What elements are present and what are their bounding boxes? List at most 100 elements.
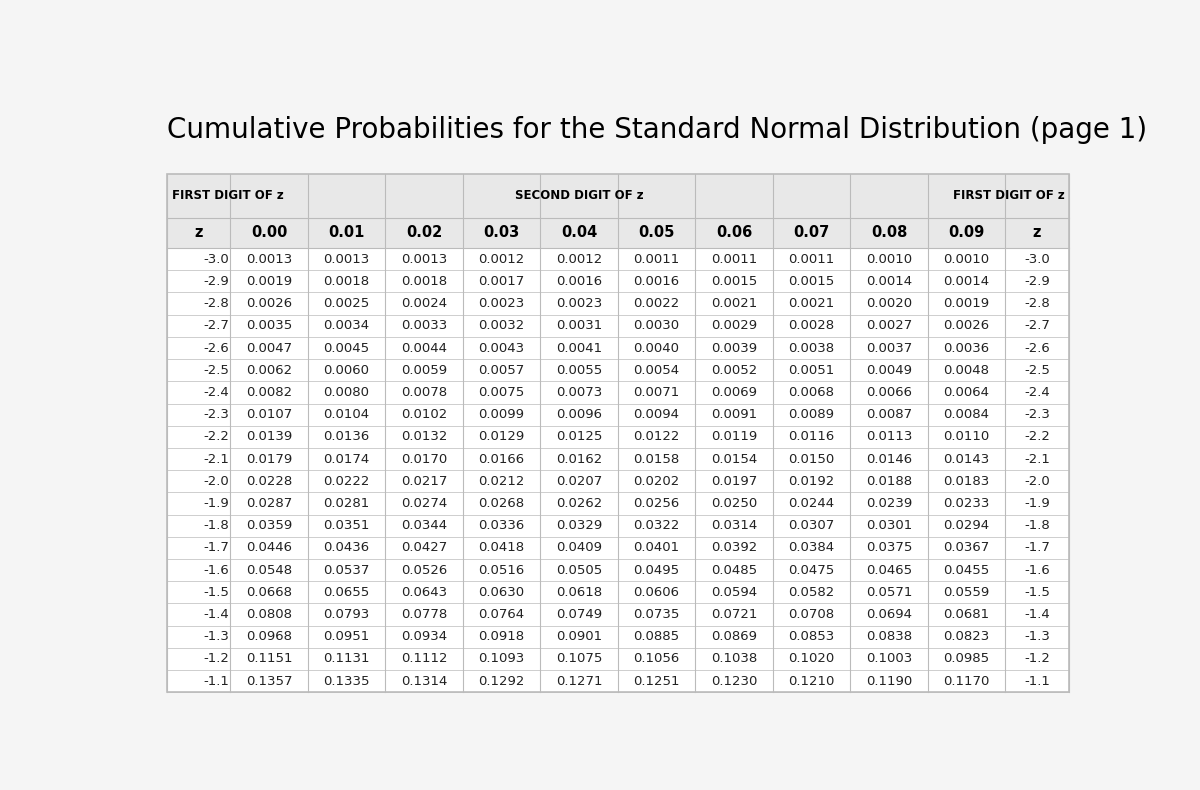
Text: 0.0032: 0.0032 [479, 319, 524, 333]
Text: 0.0708: 0.0708 [788, 608, 835, 621]
Bar [167, 581, 1069, 604]
Text: 0.0091: 0.0091 [710, 408, 757, 421]
Text: 0.0021: 0.0021 [710, 297, 757, 310]
Text: 0.0212: 0.0212 [479, 475, 524, 487]
Text: 0.0059: 0.0059 [401, 363, 448, 377]
Text: 0.0021: 0.0021 [788, 297, 835, 310]
Text: 0.0129: 0.0129 [479, 431, 524, 443]
Text: 0.0049: 0.0049 [866, 363, 912, 377]
Text: -2.7: -2.7 [1024, 319, 1050, 333]
Bar [167, 314, 1069, 337]
Text: 0.0183: 0.0183 [943, 475, 990, 487]
Text: 0.0011: 0.0011 [788, 253, 835, 265]
Text: 0.07: 0.07 [793, 225, 829, 240]
Text: 0.0028: 0.0028 [788, 319, 835, 333]
Bar [167, 470, 1069, 492]
Text: -2.3: -2.3 [203, 408, 229, 421]
Text: 0.0250: 0.0250 [710, 497, 757, 510]
Text: 0.0026: 0.0026 [943, 319, 990, 333]
Text: 0.0084: 0.0084 [943, 408, 990, 421]
Text: -2.5: -2.5 [203, 363, 229, 377]
Text: 0.0080: 0.0080 [324, 386, 370, 399]
Text: 0.0158: 0.0158 [634, 453, 679, 465]
Text: 0.0162: 0.0162 [556, 453, 602, 465]
Bar [167, 248, 1069, 270]
Text: 0.0344: 0.0344 [401, 519, 448, 532]
Text: -2.5: -2.5 [1024, 363, 1050, 377]
Text: 0.0179: 0.0179 [246, 453, 292, 465]
Text: 0.0749: 0.0749 [556, 608, 602, 621]
Text: -1.3: -1.3 [203, 630, 229, 643]
Text: -3.0: -3.0 [1025, 253, 1050, 265]
Text: 0.0143: 0.0143 [943, 453, 990, 465]
Text: 0.0024: 0.0024 [401, 297, 448, 310]
Text: 0.1038: 0.1038 [710, 653, 757, 665]
Text: -2.4: -2.4 [203, 386, 229, 399]
Text: 0.0068: 0.0068 [788, 386, 834, 399]
Text: 0.0020: 0.0020 [866, 297, 912, 310]
Text: 0.0066: 0.0066 [866, 386, 912, 399]
Text: 0.0132: 0.0132 [401, 431, 448, 443]
Text: 0.0694: 0.0694 [866, 608, 912, 621]
Text: -2.7: -2.7 [203, 319, 229, 333]
Text: 0.0256: 0.0256 [634, 497, 679, 510]
Text: 0.0023: 0.0023 [479, 297, 524, 310]
Text: 0.1112: 0.1112 [401, 653, 448, 665]
Text: 0.0029: 0.0029 [710, 319, 757, 333]
Text: 0.1003: 0.1003 [866, 653, 912, 665]
Text: 0.0017: 0.0017 [479, 275, 524, 288]
Text: 0.0516: 0.0516 [479, 563, 524, 577]
Text: -2.9: -2.9 [203, 275, 229, 288]
Text: 0.0329: 0.0329 [556, 519, 602, 532]
Text: 0.0281: 0.0281 [323, 497, 370, 510]
Text: 0.0055: 0.0055 [556, 363, 602, 377]
Text: 0.0401: 0.0401 [634, 541, 679, 555]
Text: 0.0188: 0.0188 [866, 475, 912, 487]
Text: 0.0307: 0.0307 [788, 519, 835, 532]
Text: 0.0274: 0.0274 [401, 497, 448, 510]
Text: 0.0073: 0.0073 [556, 386, 602, 399]
Text: 0.0838: 0.0838 [866, 630, 912, 643]
Text: 0.0359: 0.0359 [246, 519, 292, 532]
Text: SECOND DIGIT OF z: SECOND DIGIT OF z [515, 190, 643, 202]
Text: 0.00: 0.00 [251, 225, 287, 240]
Text: 0.0027: 0.0027 [866, 319, 912, 333]
Text: 0.0082: 0.0082 [246, 386, 292, 399]
Text: 0.0202: 0.0202 [634, 475, 679, 487]
Bar [167, 174, 1069, 692]
Text: -1.2: -1.2 [1024, 653, 1050, 665]
Text: -1.1: -1.1 [1024, 675, 1050, 687]
Text: 0.1314: 0.1314 [401, 675, 448, 687]
Text: 0.04: 0.04 [560, 225, 598, 240]
Text: 0.0951: 0.0951 [323, 630, 370, 643]
Text: 0.0367: 0.0367 [943, 541, 990, 555]
Text: 0.0262: 0.0262 [556, 497, 602, 510]
Text: 0.0051: 0.0051 [788, 363, 835, 377]
Text: -1.5: -1.5 [203, 585, 229, 599]
Text: 0.06: 0.06 [716, 225, 752, 240]
Text: -1.4: -1.4 [203, 608, 229, 621]
Text: 0.0013: 0.0013 [246, 253, 292, 265]
Text: 0.0104: 0.0104 [324, 408, 370, 421]
Text: 0.0012: 0.0012 [556, 253, 602, 265]
Text: 0.0594: 0.0594 [710, 585, 757, 599]
Text: 0.0228: 0.0228 [246, 475, 292, 487]
Text: 0.02: 0.02 [406, 225, 442, 240]
Bar [167, 359, 1069, 382]
Text: 0.0233: 0.0233 [943, 497, 990, 510]
Text: 0.0116: 0.0116 [788, 431, 835, 443]
Text: 0.1020: 0.1020 [788, 653, 835, 665]
Text: 0.1357: 0.1357 [246, 675, 293, 687]
Bar [167, 492, 1069, 514]
Bar [167, 648, 1069, 670]
Text: -1.2: -1.2 [203, 653, 229, 665]
Text: 0.05: 0.05 [638, 225, 674, 240]
Text: 0.1251: 0.1251 [634, 675, 679, 687]
Text: 0.0427: 0.0427 [401, 541, 448, 555]
Bar [167, 514, 1069, 536]
Text: 0.1093: 0.1093 [479, 653, 524, 665]
Text: 0.0107: 0.0107 [246, 408, 292, 421]
Text: 0.0010: 0.0010 [866, 253, 912, 265]
Text: -1.7: -1.7 [203, 541, 229, 555]
Text: 0.0409: 0.0409 [556, 541, 602, 555]
